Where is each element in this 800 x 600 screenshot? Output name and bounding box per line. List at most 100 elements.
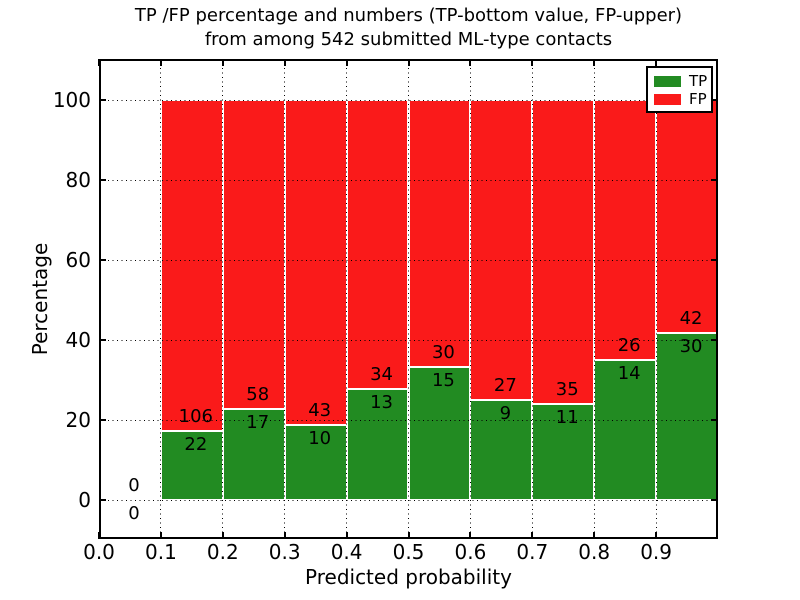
fp-swatch-icon [654,93,681,105]
y-tick-mark [99,99,106,101]
tp-count-label: 15 [431,369,455,391]
y-tick-mark-right [711,259,718,261]
x-tick-mark [655,532,658,539]
x-gridline [655,59,657,539]
x-tick-label: 0.3 [268,540,301,564]
fp-count-label: 0 [128,475,140,496]
y-tick-mark-right [711,419,718,421]
chart-title: TP /FP percentage and numbers (TP-bottom… [99,4,718,52]
bar-segment-fp [284,100,347,425]
bar-segment-fp [346,100,409,390]
fp-count-label: 35 [555,379,579,401]
chart-title-line2: from among 542 submitted ML-type contact… [204,29,613,50]
bar-segment-tp [346,389,409,500]
legend-entry-fp: FP [654,90,711,108]
x-tick-mark-top [593,59,596,66]
x-tick-mark [283,532,286,539]
tp-count-label: 13 [370,392,393,414]
x-gridline [408,59,409,539]
x-tick-mark-top [283,59,286,66]
y-tick-mark-right [711,339,718,341]
x-gridline [284,59,286,539]
tp-count-label: 10 [308,427,332,449]
x-gridline [222,59,224,539]
tp-count-label: 17 [246,412,270,434]
y-tick-label: 40 [65,328,91,352]
tp-count-label: 11 [555,407,579,429]
x-tick-mark-top [469,59,472,66]
y-tick-mark [99,259,106,261]
fp-count-label: 58 [246,384,270,406]
legend-entry-tp: TP [654,72,711,90]
x-tick-mark-top [159,59,162,66]
x-tick-mark [345,532,348,539]
y-tick-mark-right [711,179,718,181]
fp-count-label: 106 [178,406,214,428]
fp-count-label: 26 [617,335,641,356]
x-tick-mark-top [655,59,658,66]
y-tick-label: 0 [78,488,91,512]
x-tick-label: 0.6 [454,540,487,564]
x-tick-mark [159,532,162,539]
y-tick-mark [99,419,106,421]
bar-segment-tp [656,333,718,500]
fp-count-label: 43 [308,399,332,421]
x-tick-label: 0.1 [144,540,177,564]
x-tick-mark [469,532,472,539]
tp-count-label: 14 [617,363,641,384]
x-tick-label: 0.0 [83,540,115,564]
bar-segment-fp [656,100,718,334]
bar-segment-tp [470,400,533,500]
x-tick-label: 0.7 [516,540,549,564]
y-tick-mark [99,499,106,501]
y-tick-mark [99,179,106,181]
x-tick-label: 0.9 [640,540,672,564]
x-tick-mark [593,532,596,539]
y-tick-label: 20 [65,408,91,432]
bar-segment-tp [284,424,347,500]
tp-swatch-icon [654,75,681,87]
x-tick-mark-top [407,59,410,66]
bar-segment-fp [532,100,595,405]
y-tick-label: 100 [52,88,91,112]
y-tick-label: 60 [65,248,91,272]
y-tick-mark [99,339,106,341]
x-gridline [469,59,471,539]
tp-count-label: 22 [184,434,208,456]
bar-segment-tp [160,431,223,500]
bar-segment-fp [160,100,223,432]
tp-count-label: 0 [128,503,140,524]
legend-label-tp: TP [689,71,708,90]
x-tick-mark [407,532,410,539]
x-gridline [593,59,595,539]
x-tick-mark-top [531,59,534,66]
fp-count-label: 42 [679,308,703,330]
x-tick-mark-top [221,59,224,66]
x-axis-label: Predicted probability [305,565,512,589]
tp-count-label: 9 [499,403,512,424]
y-tick-mark-right [711,499,718,501]
bar-segment-fp [594,100,657,360]
x-gridline [346,59,348,539]
x-tick-label: 0.5 [392,540,425,564]
bar-segment-tp [594,360,657,500]
bar-segment-fp [222,100,285,410]
bar-segment-fp [408,100,471,367]
chart-title-line1: TP /FP percentage and numbers (TP-bottom… [134,5,683,26]
x-tick-mark [98,532,100,539]
x-tick-label: 0.4 [330,540,363,564]
x-gridline [531,59,533,539]
bar-segment-fp [470,100,533,400]
legend-label-fp: FP [689,89,707,108]
x-tick-mark-top [98,59,100,66]
x-tick-mark [221,532,224,539]
y-tick-label: 80 [65,168,91,192]
fp-count-label: 27 [493,375,517,396]
plot-area: 0 0 106 22 58 17 43 10 34 13 30 15 27 9 35 11 26 14 42 30 T… [98,59,718,539]
x-tick-label: 0.8 [578,540,611,564]
y-tick-mark-right [711,99,718,101]
fp-count-label: 30 [431,341,455,363]
x-tick-mark [531,532,534,539]
x-tick-mark-top [345,59,348,66]
